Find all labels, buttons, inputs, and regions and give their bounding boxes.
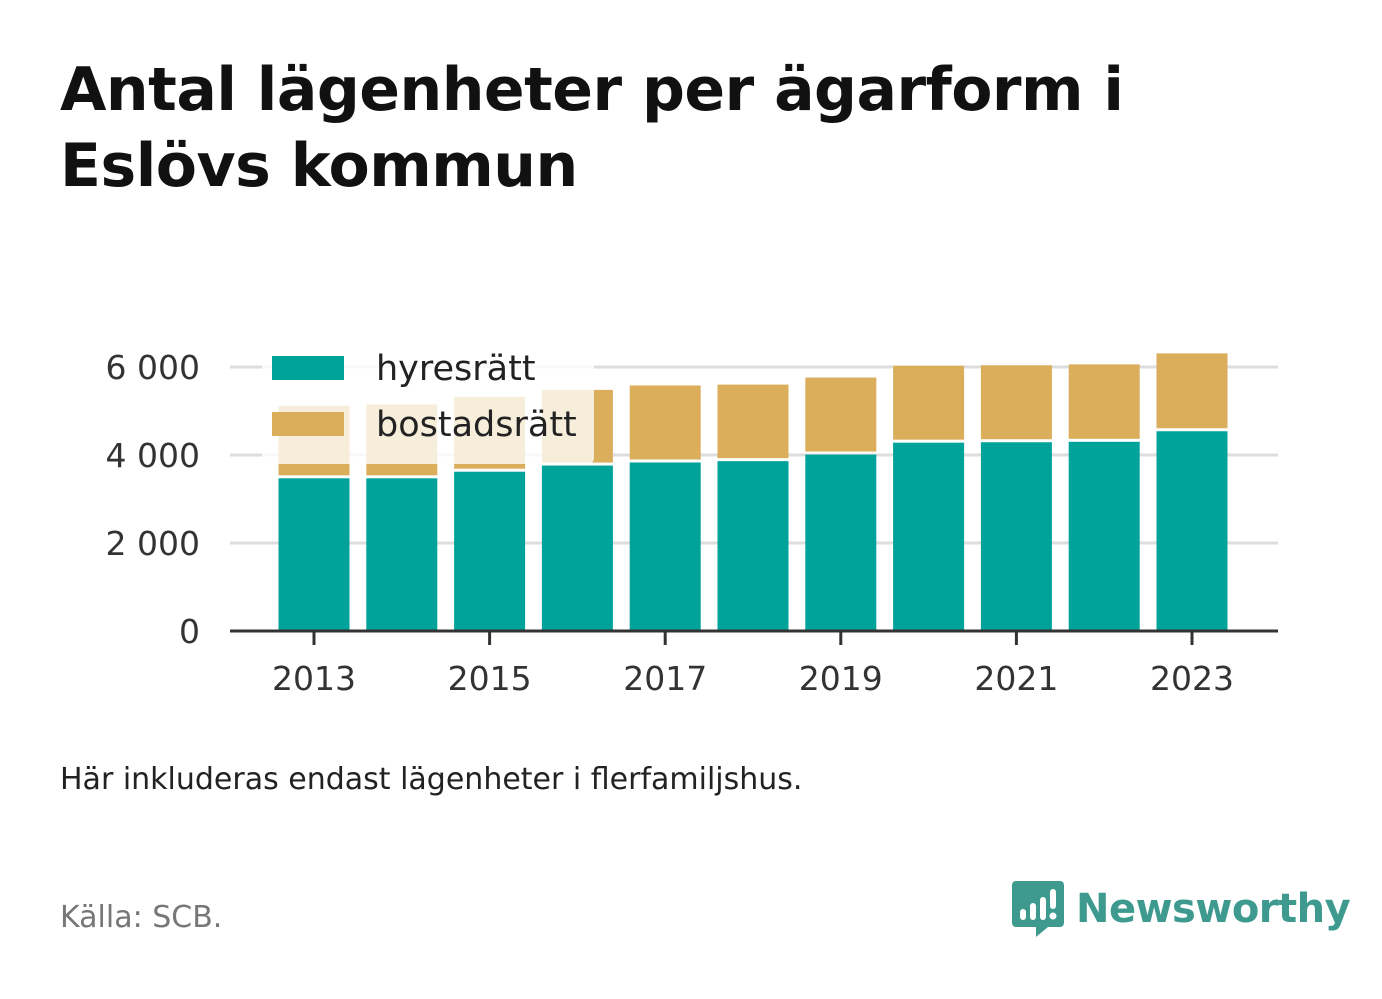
bar-hyresratt-2020 [893, 442, 965, 631]
x-tick-label: 2017 [623, 659, 707, 698]
bar-bostadsratt-2019 [805, 377, 877, 452]
x-tick-label: 2023 [1150, 659, 1234, 698]
bar-hyresratt-2018 [717, 461, 789, 631]
stacked-bar-chart: 0 2 000 4 000 6 000 2013 2015 2017 2019 2021 2023… [105, 342, 1278, 698]
bar-hyresratt-2016 [541, 465, 613, 631]
x-tick-label: 2019 [799, 659, 883, 698]
bar-hyresratt-2015 [454, 471, 526, 631]
legend-label: bostadsrätt [376, 405, 577, 445]
bar-chart-speech-bubble-icon [1012, 881, 1064, 937]
axes: 0 2 000 4 000 6 000 2013 2015 2017 2019 2021 2023 [106, 348, 1278, 698]
bar-hyresratt-2022 [1068, 441, 1140, 631]
legend: hyresrätt bostadsrätt [262, 342, 594, 464]
legend-swatch [272, 412, 344, 436]
legend-background [262, 342, 594, 464]
legend-label: hyresrätt [376, 349, 536, 389]
bar-hyresratt-2021 [980, 442, 1052, 631]
x-tick-label: 2015 [448, 659, 532, 698]
legend-swatch [272, 356, 344, 380]
bar-bostadsratt-2022 [1068, 364, 1140, 439]
bar-hyresratt-2014 [366, 478, 438, 631]
bar-bostadsratt-2023 [1156, 353, 1228, 429]
bar-hyresratt-2019 [805, 454, 877, 631]
bar-hyresratt-2023 [1156, 431, 1228, 631]
y-tick-label: 6 000 [106, 348, 200, 387]
x-tick-label: 2021 [974, 659, 1058, 698]
bar-bostadsratt-2020 [893, 365, 965, 440]
bar-hyresratt-2013 [278, 478, 350, 631]
newsworthy-logo: Newsworthy [1010, 878, 1351, 940]
chart-title: Antal lägenheter per ägarform i Eslövs k… [60, 55, 1124, 201]
bar-hyresratt-2017 [629, 462, 701, 631]
y-tick-label: 4 000 [106, 436, 200, 475]
y-tick-label: 0 [179, 612, 200, 651]
bar-bostadsratt-2017 [629, 385, 701, 460]
source-label: Källa: SCB. [60, 900, 223, 935]
x-tick-label: 2013 [272, 659, 356, 698]
chart-note: Här inkluderas endast lägenheter i flerf… [60, 762, 803, 797]
y-tick-label: 2 000 [106, 524, 200, 563]
bar-bostadsratt-2018 [717, 384, 789, 459]
brand-name: Newsworthy [1076, 886, 1351, 932]
bar-bostadsratt-2021 [980, 365, 1052, 440]
